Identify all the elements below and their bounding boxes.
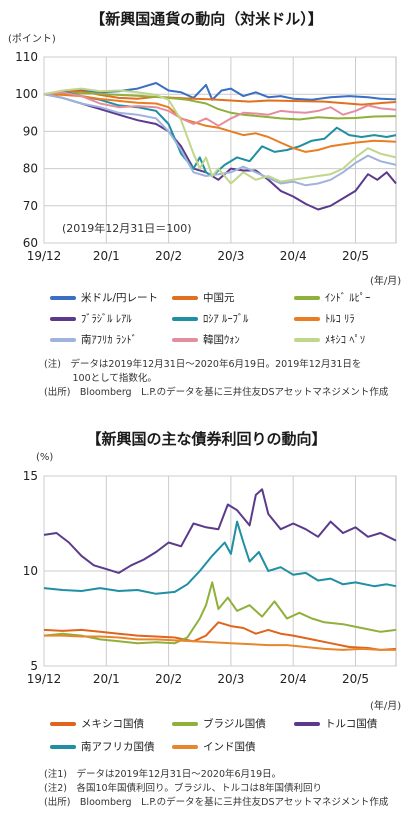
legend-item: ﾒｷｼｺ ﾍﾟｿ [294, 332, 365, 347]
legend-swatch [172, 295, 198, 300]
legend-item: ﾌﾞﾗｼﾞﾙ ﾚｱﾙ [50, 311, 132, 326]
series-line-4 [43, 93, 397, 211]
y-tick-label: 15 [23, 469, 38, 483]
legend-swatch [294, 337, 320, 342]
series-line-2 [43, 581, 397, 645]
y-tick-label: 110 [15, 50, 38, 64]
chart1-x-unit: (年/月) [370, 276, 402, 287]
series-line-5 [44, 634, 396, 651]
chart1-note-2: 100として指数化。 [44, 373, 157, 384]
chart2-note-1: (注1) データは2019年12月31日～2020年6月19日。 [44, 769, 282, 780]
legend-item: ﾄﾙｺ ﾘﾗ [294, 311, 355, 326]
legend-label: ブラジル国債 [203, 718, 266, 730]
legend-item: 中国元 [172, 290, 235, 305]
series-line-3 [43, 488, 397, 574]
legend-swatch [50, 744, 76, 749]
series-line-1 [43, 621, 397, 651]
legend-swatch [50, 295, 76, 300]
series-line-4 [43, 520, 397, 595]
chart1-base-annotation: (2019年12月31日＝100) [62, 222, 192, 235]
y-tick-label: 70 [23, 199, 38, 213]
y-tick-label: 100 [15, 87, 38, 101]
legend-swatch [294, 316, 320, 321]
chart2-note-2: (注2) 各国10年国債利回り。ブラジル、トルコは8年国債利回り [44, 783, 323, 794]
chart2-x-tick-labels: 19/12 20/1 20/2 20/3 20/4 20/5 [27, 672, 369, 686]
legend-item: 米ドル/円レート [50, 290, 158, 305]
chart1-source: (出所) Bloomberg L.P.のデータを基に三井住友DSアセットマネジメ… [44, 387, 389, 398]
legend-label: ﾒｷｼｺ ﾍﾟｿ [325, 334, 366, 346]
chart2-gridlines [43, 475, 397, 667]
x-tick-label: 20/4 [280, 249, 307, 263]
chart2-series [43, 488, 397, 651]
legend-swatch [50, 721, 76, 726]
chart2-x-unit: (年/月) [370, 701, 402, 712]
x-tick-label: 20/1 [93, 672, 120, 686]
legend-label: ｲﾝﾄﾞ ﾙﾋﾟｰ [325, 292, 371, 304]
legend-swatch [172, 337, 198, 342]
legend-label: ﾄﾙｺ ﾘﾗ [325, 313, 355, 325]
legend-item: ﾛｼｱ ﾙｰﾌﾞﾙ [172, 311, 248, 326]
x-tick-label: 19/12 [27, 672, 62, 686]
chart1-x-tick-labels: 19/12 20/1 20/2 20/3 20/4 20/5 [27, 249, 369, 263]
y-tick-label: 5 [30, 659, 38, 673]
series-line-3 [43, 92, 397, 121]
currency-line-chart: 60 70 80 90 100 110 19/12 20/1 20/2 20/3 20/4 20/5 [15, 50, 397, 263]
x-tick-label: 20/5 [342, 249, 369, 263]
legend-swatch [50, 337, 76, 342]
legend-item: トルコ国債 [294, 716, 377, 731]
legend-swatch [50, 316, 76, 321]
legend-label: インド国債 [203, 741, 256, 753]
series-line-6 [43, 93, 397, 153]
x-tick-label: 20/3 [217, 672, 244, 686]
legend-swatch [294, 295, 320, 300]
legend-swatch [294, 721, 320, 726]
y-tick-label: 60 [23, 236, 38, 250]
chart1-series [43, 82, 397, 211]
legend-label: 米ドル/円レート [81, 292, 159, 304]
chart1-legend: 米ドル/円レート 中国元 ｲﾝﾄﾞ ﾙﾋﾟｰ ﾌﾞﾗｼﾞﾙ ﾚｱﾙ ﾛｼｱ ﾙｰﾌﾞﾙ ﾄ… [0, 290, 413, 354]
chart1-y-tick-labels: 60 70 80 90 100 110 [15, 50, 38, 250]
legend-label: 中国元 [203, 292, 235, 304]
legend-swatch [172, 316, 198, 321]
series-line-7 [43, 93, 397, 187]
chart2-source: (出所) Bloomberg L.P.のデータを基に三井住友DSアセットマネジメ… [44, 797, 389, 808]
y-tick-label: 80 [23, 162, 38, 176]
x-tick-label: 20/4 [280, 672, 307, 686]
legend-label: メキシコ国債 [81, 718, 144, 730]
legend-item: 韓国ｳｫﾝ [172, 332, 240, 347]
legend-label: 韓国ｳｫﾝ [203, 334, 240, 346]
chart1-title: 【新興国通貨の動向（対米ドル）】 [90, 10, 323, 28]
y-tick-label: 90 [23, 124, 38, 138]
legend-label: ﾌﾞﾗｼﾞﾙ ﾚｱﾙ [81, 313, 132, 325]
x-tick-label: 20/3 [217, 249, 244, 263]
legend-item: ブラジル国債 [172, 716, 266, 731]
legend-item: メキシコ国債 [50, 716, 144, 731]
legend-item: 南アフリカ国債 [50, 739, 155, 754]
x-tick-label: 20/1 [93, 249, 120, 263]
legend-label: 南アフリカ国債 [81, 741, 155, 753]
x-tick-label: 20/2 [155, 672, 182, 686]
legend-label: 南ｱﾌﾘｶ ﾗﾝﾄﾞ [81, 334, 137, 346]
chart2-unit-label: (%) [36, 452, 54, 463]
series-line-8 [43, 91, 397, 127]
chart2-y-tick-labels: 5 10 15 [23, 469, 38, 673]
series-line-2 [43, 90, 397, 106]
series-line-9 [43, 87, 397, 185]
legend-label: トルコ国債 [325, 718, 378, 730]
legend-item: ｲﾝﾄﾞ ﾙﾋﾟｰ [294, 290, 370, 305]
chart2-title: 【新興国の主な債券利回りの動向】 [86, 430, 327, 448]
legend-item: 南ｱﾌﾘｶ ﾗﾝﾄﾞ [50, 332, 137, 347]
legend-swatch [172, 721, 198, 726]
bond-yield-line-chart: 5 10 15 19/12 20/1 20/2 20/3 20/4 20/5 [23, 469, 397, 686]
legend-item: インド国債 [172, 739, 256, 754]
x-tick-label: 19/12 [27, 249, 62, 263]
x-tick-label: 20/5 [342, 672, 369, 686]
x-tick-label: 20/2 [155, 249, 182, 263]
chart1-unit-label: (ポイント) [8, 34, 56, 45]
legend-swatch [172, 744, 198, 749]
chart1-note-1: (注) データは2019年12月31日～2020年6月19日。2019年12月3… [44, 359, 362, 370]
y-tick-label: 10 [23, 564, 38, 578]
chart2-legend: メキシコ国債 ブラジル国債 トルコ国債南アフリカ国債 インド国債 [0, 716, 413, 760]
legend-label: ﾛｼｱ ﾙｰﾌﾞﾙ [203, 313, 249, 325]
